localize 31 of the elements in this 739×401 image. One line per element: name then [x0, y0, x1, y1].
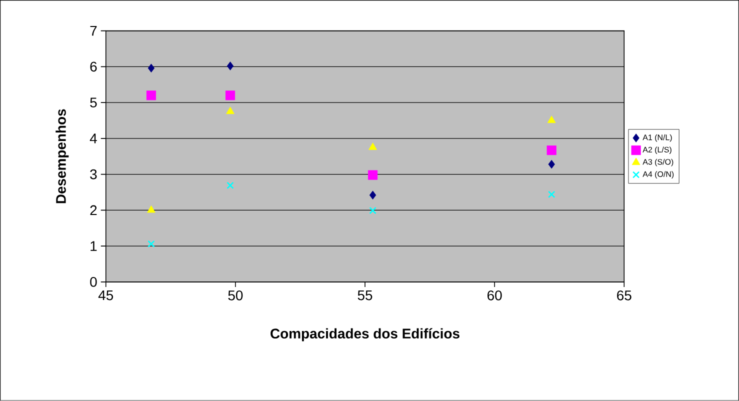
y-tick-label: 3: [90, 169, 97, 180]
y-tick-label: 5: [90, 98, 97, 108]
x-tick-label: 55: [358, 290, 372, 300]
point: [146, 90, 156, 100]
point: [368, 170, 378, 180]
x-tick-label: 65: [617, 290, 632, 300]
point: [225, 90, 236, 100]
point: [148, 240, 155, 248]
y-tick-label: 2: [90, 205, 97, 216]
x-axis-title: Compacidades dos Edifícios: [270, 328, 460, 342]
point: [369, 207, 376, 214]
point: [148, 64, 155, 73]
point: [547, 116, 556, 124]
point: [147, 205, 156, 213]
point: [226, 182, 234, 190]
y-tick-label: 6: [90, 62, 97, 72]
point: [369, 190, 376, 200]
x-tick-label: 45: [98, 290, 114, 300]
point: [368, 142, 377, 150]
x-tick-label: 60: [488, 290, 502, 300]
y-tick-label: 4: [90, 134, 97, 144]
point: [226, 106, 234, 114]
y-axis-title: Desempenhos: [56, 109, 69, 204]
y-tick-label: 7: [90, 26, 97, 36]
point: [548, 190, 556, 198]
y-tick-label: 0: [90, 277, 97, 287]
y-tick-label: 1: [90, 241, 97, 251]
point: [226, 62, 234, 70]
point: [546, 146, 556, 156]
x-tick-label: 50: [228, 290, 243, 300]
point: [548, 160, 555, 169]
